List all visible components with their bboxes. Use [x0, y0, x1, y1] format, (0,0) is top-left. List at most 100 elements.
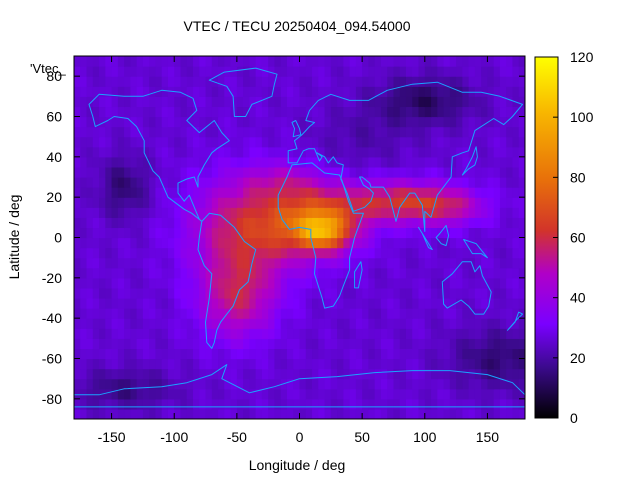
heatmap-cell [124, 257, 131, 269]
heatmap-cell [456, 287, 463, 299]
heatmap-cell [299, 348, 307, 360]
heatmap-cell [161, 166, 169, 178]
x-tick-label: 150 [476, 429, 500, 445]
heatmap-cell [487, 116, 495, 128]
heatmap-cell [149, 86, 157, 97]
heatmap-cell [161, 136, 169, 148]
heatmap-cell [449, 66, 457, 77]
heatmap-cell [74, 247, 81, 259]
heatmap-cell [142, 126, 150, 138]
heatmap-cell [211, 106, 219, 118]
heatmap-cell [293, 106, 301, 118]
heatmap-cell [437, 187, 445, 198]
heatmap-cell [437, 388, 445, 400]
heatmap-cell [412, 247, 420, 259]
heatmap-cell [99, 257, 106, 269]
heatmap-cell [405, 358, 413, 370]
heatmap-cell [512, 308, 520, 319]
heatmap-cell [155, 378, 163, 390]
heatmap-cell [86, 177, 94, 188]
heatmap-cell [249, 66, 257, 77]
heatmap-cell [405, 76, 413, 87]
heatmap-cell [80, 378, 88, 390]
heatmap-cell [305, 177, 313, 188]
heatmap-cell [286, 177, 294, 188]
heatmap-cell [86, 166, 94, 178]
heatmap-cell [324, 96, 332, 108]
heatmap-cell [167, 146, 175, 158]
heatmap-cell [193, 257, 200, 269]
heatmap-cell [74, 146, 81, 158]
heatmap-cell [343, 96, 351, 108]
heatmap-cell [249, 237, 257, 249]
heatmap-cell [293, 358, 301, 370]
heatmap-cell [218, 398, 225, 410]
heatmap-cell [368, 197, 376, 208]
coastline-antarctica [74, 364, 525, 408]
heatmap-cell [481, 358, 489, 370]
heatmap-cell [312, 398, 319, 410]
heatmap-cell [474, 116, 482, 128]
heatmap-cell [399, 146, 407, 158]
heatmap-cell [261, 116, 269, 128]
heatmap-cell [443, 257, 451, 269]
heatmap-cell [337, 187, 344, 198]
heatmap-cell [330, 166, 338, 178]
heatmap-cell [268, 348, 276, 360]
heatmap-cell [318, 86, 326, 97]
heatmap-cell [249, 96, 257, 108]
heatmap-cell [74, 348, 81, 360]
heatmap-cell [337, 398, 344, 410]
heatmap-cell [487, 96, 495, 108]
heatmap-cell [305, 378, 313, 390]
heatmap-cell [111, 56, 119, 67]
heatmap-cell [380, 277, 388, 289]
heatmap-cell [493, 408, 501, 419]
heatmap-cell [255, 177, 263, 188]
heatmap-cell [405, 106, 413, 118]
heatmap-cell [499, 358, 507, 370]
heatmap-cell [393, 136, 401, 148]
heatmap-cell [393, 328, 401, 339]
heatmap-cell [249, 227, 257, 239]
heatmap-cell [117, 247, 125, 259]
heatmap-cell [274, 328, 282, 339]
heatmap-cell [186, 247, 194, 259]
heatmap-cell [299, 267, 307, 279]
heatmap-cell [199, 318, 207, 329]
heatmap-cell [405, 96, 413, 108]
series-key-label: 'Vtec_ [30, 61, 66, 76]
heatmap-cell [330, 66, 338, 77]
heatmap-cell [443, 96, 451, 108]
heatmap-cell [499, 318, 507, 329]
heatmap-cell [236, 116, 244, 128]
heatmap-cell [117, 318, 125, 329]
heatmap-cell [487, 247, 495, 259]
heatmap-cell [117, 277, 125, 289]
heatmap-cell [468, 378, 476, 390]
x-tick-label: -50 [227, 429, 247, 445]
heatmap-cell [474, 136, 482, 148]
heatmap-cell [499, 56, 507, 67]
heatmap-cell [211, 96, 219, 108]
heatmap-cell [167, 96, 175, 108]
heatmap-cell [418, 338, 426, 350]
heatmap-cell [493, 217, 501, 229]
heatmap-cell [318, 227, 326, 239]
heatmap-cell [443, 338, 451, 350]
heatmap-cell [99, 247, 106, 259]
heatmap-cell [380, 398, 388, 410]
heatmap-cell [493, 298, 501, 309]
heatmap-cell [149, 156, 157, 168]
heatmap-cell [443, 76, 451, 87]
heatmap-cell [186, 358, 194, 370]
heatmap-cell [149, 287, 157, 299]
heatmap-cell [167, 398, 175, 410]
heatmap-cell [199, 257, 207, 269]
heatmap-cell [362, 298, 369, 309]
heatmap-cell [161, 86, 169, 97]
heatmap-cell [186, 338, 194, 350]
heatmap-cell [180, 106, 188, 118]
heatmap-cell [142, 237, 150, 249]
heatmap-cell [230, 388, 238, 400]
